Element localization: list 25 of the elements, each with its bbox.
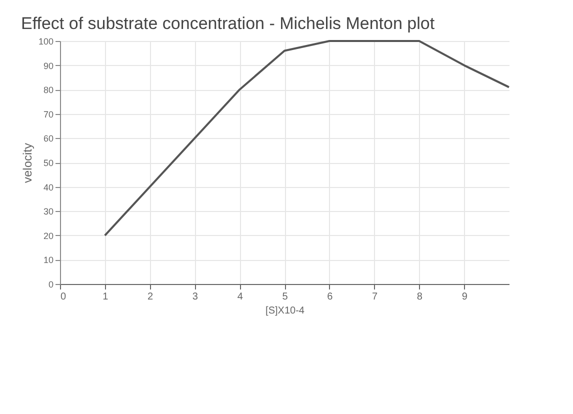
x-axis-title: [S]X10-4 [266,306,305,316]
y-tick-label: 30 [43,206,54,217]
x-tick-label: 9 [462,292,468,302]
y-tick-label: 70 [43,109,54,120]
x-tick-label: 5 [282,292,288,302]
x-tick-label: 1 [102,292,109,302]
y-tick-label: 90 [43,60,54,71]
y-tick-label: 20 [43,230,54,241]
y-tick-label: 0 [48,280,54,290]
y-tick-label: 40 [43,182,54,192]
y-axis-title: velocity [20,142,34,184]
y-tick-label: 60 [43,134,54,144]
x-tick-label: 2 [148,292,154,302]
line-series [104,40,510,236]
y-tick-label: 80 [43,85,54,96]
x-tick-label: 3 [192,292,198,302]
y-tick-label: 100 [38,36,54,46]
x-tick-label: 8 [416,292,423,302]
y-tick-label: 50 [43,158,54,168]
x-tick-label: 4 [237,292,244,302]
x-tick-label: 7 [372,292,378,302]
chart-title: Effect of substrate concentration - Michelis Menton plot [20,14,435,33]
x-tick-label: 0 [60,292,66,302]
y-tick-label: 10 [43,255,54,266]
x-tick-label: 6 [327,292,334,302]
